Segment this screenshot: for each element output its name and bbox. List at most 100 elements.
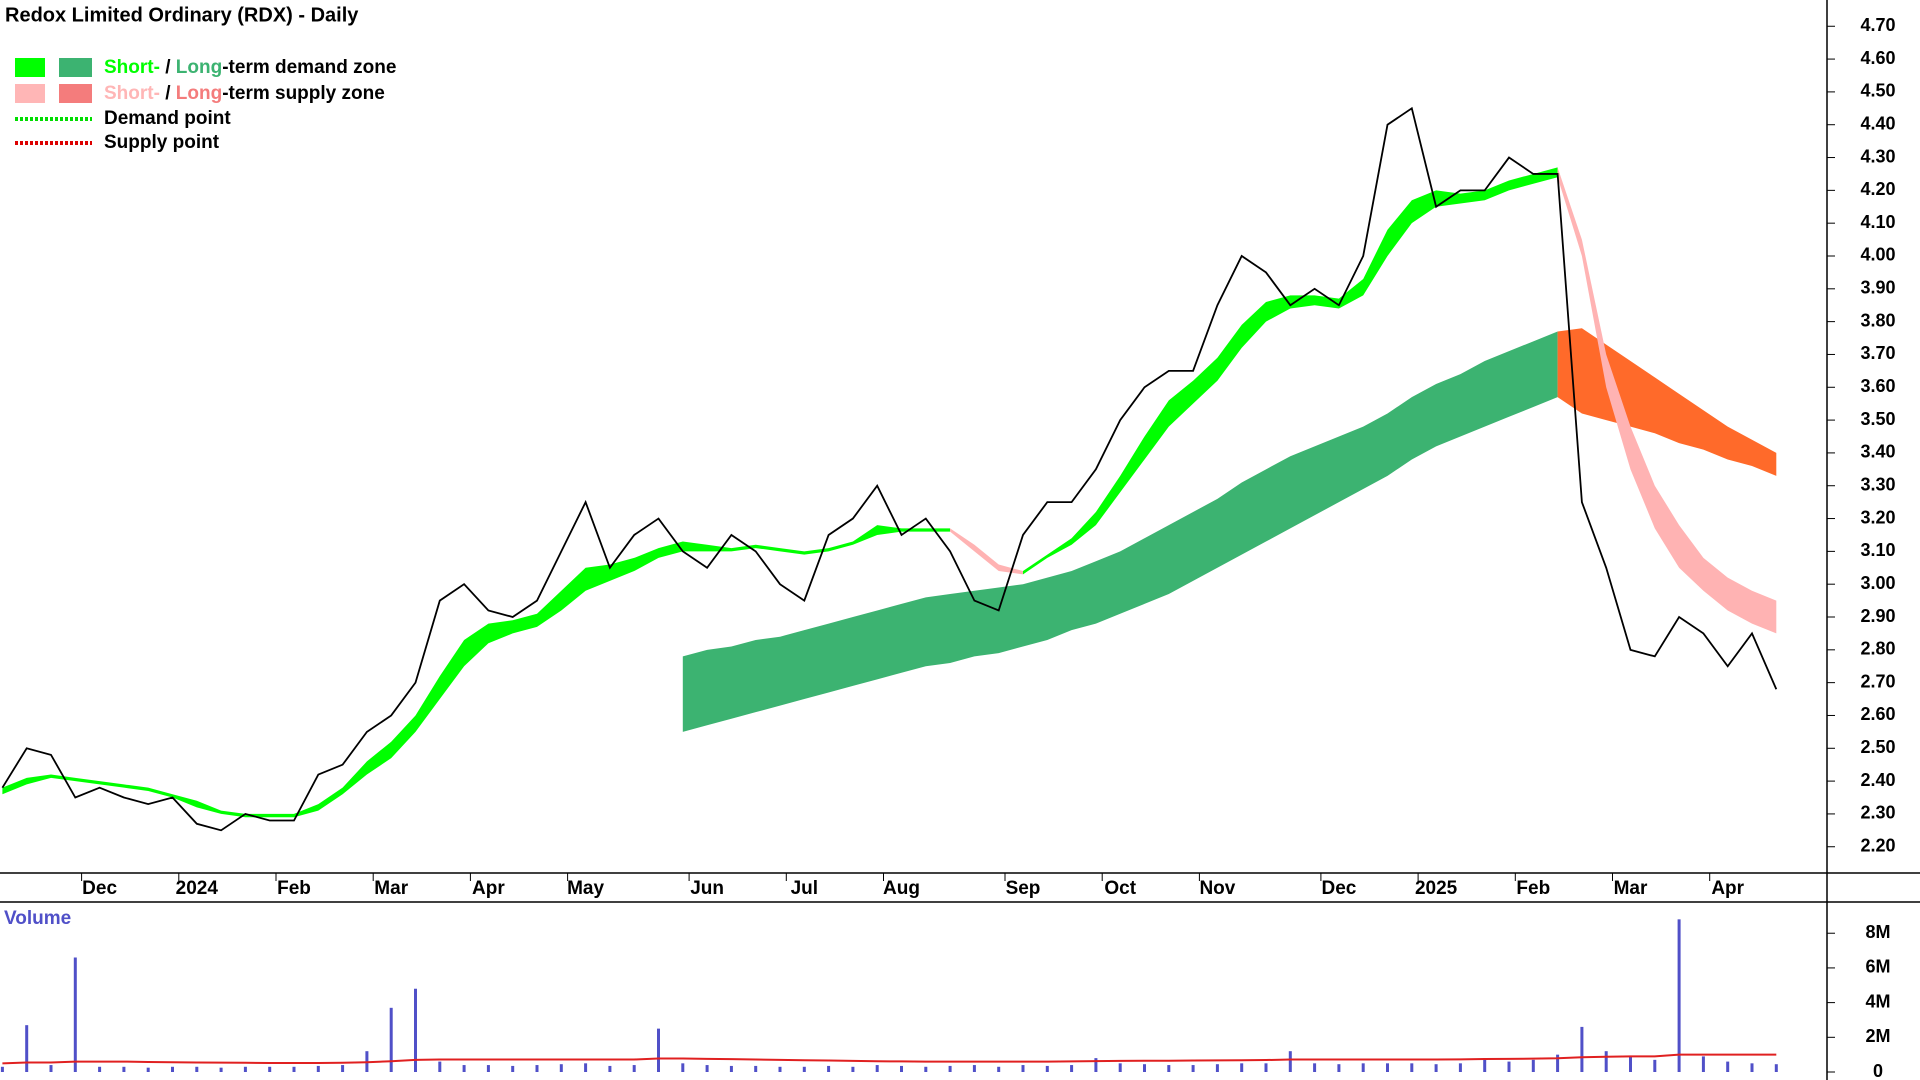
volume-bar [1215, 1064, 1219, 1072]
volume-bar [389, 1007, 393, 1072]
volume-bar [1483, 1058, 1487, 1072]
volume-bar [608, 1065, 612, 1072]
zone-band [950, 528, 1023, 575]
volume-bar [802, 1066, 806, 1072]
y-tick-label: 3.10 [1860, 540, 1895, 560]
volume-bar [1167, 1065, 1171, 1072]
x-tick-label: Jun [690, 878, 724, 899]
volume-bar [1021, 1065, 1025, 1072]
volume-bar [948, 1065, 952, 1072]
legend: Short- / Long-term demand zone Short- / … [15, 57, 396, 153]
price-line [1, 106, 1778, 832]
y-tick-label: 2.50 [1860, 737, 1895, 757]
volume-bar [1094, 1058, 1098, 1072]
volume-bar [729, 1065, 733, 1072]
volume-bar [73, 957, 77, 1072]
x-tick-label: Dec [82, 878, 117, 899]
volume-bar [438, 1061, 442, 1072]
x-tick-label: Mar [1614, 878, 1648, 899]
x-tick-label: Jul [791, 878, 818, 899]
zone-band [682, 331, 1558, 732]
y-tick-label: 3.00 [1860, 573, 1895, 593]
legend-text: -term demand zone [222, 57, 396, 78]
volume-bar [972, 1065, 976, 1072]
volume-bar [511, 1065, 515, 1072]
legend-swatch [15, 84, 45, 103]
volume-bar [462, 1065, 466, 1072]
y-tick-label: 2.80 [1860, 639, 1895, 659]
volume-bar [1386, 1063, 1389, 1072]
x-tick-label: Feb [1516, 878, 1550, 899]
volume-bar [754, 1065, 758, 1072]
legend-sep: / [165, 83, 171, 104]
x-tick-label: May [567, 878, 604, 899]
legend-label: Demand point [104, 108, 231, 129]
y-tick-label: 4.30 [1860, 146, 1895, 166]
volume-bar [559, 1064, 563, 1072]
volume-bar [1313, 1063, 1317, 1072]
y-tick-label: 3.40 [1860, 442, 1895, 462]
legend-swatch [59, 84, 92, 103]
y-tick-label: 4.70 [1860, 15, 1895, 35]
y-tick-label: 2.30 [1860, 803, 1895, 823]
y-tick-label: 3.90 [1860, 278, 1895, 298]
legend-sep: / [165, 57, 171, 78]
volume-bar [1629, 1056, 1632, 1072]
volume-bar [1434, 1064, 1438, 1072]
volume-bar [900, 1065, 903, 1072]
volume-bar [1361, 1063, 1365, 1072]
legend-label: Supply point [104, 132, 220, 153]
volume-bar [1458, 1063, 1462, 1072]
x-tick-label: 2025 [1415, 878, 1458, 899]
volume-bar [1240, 1063, 1244, 1072]
volume-bar [1118, 1063, 1122, 1072]
volume-title: Volume [4, 908, 71, 929]
volume-bar [875, 1065, 879, 1072]
volume-bar [851, 1066, 855, 1072]
chart-title: Redox Limited Ordinary (RDX) - Daily [5, 4, 359, 26]
volume-bar [1556, 1054, 1560, 1072]
zone-band [1557, 328, 1777, 476]
volume-bar [316, 1065, 320, 1072]
volume-bar [146, 1067, 150, 1072]
y-tick-label: 2.70 [1860, 671, 1895, 691]
volume-bar [486, 1065, 490, 1072]
y-tick-label: 4.40 [1860, 113, 1895, 133]
volume-bar [268, 1066, 272, 1072]
volume-bar [1726, 1061, 1730, 1072]
volume-bar [98, 1066, 102, 1072]
y-tick-label: 3.70 [1860, 343, 1895, 363]
volume-tick-label: 6M [1865, 957, 1890, 977]
y-tick-label: 3.20 [1860, 507, 1895, 527]
volume-bar [681, 1063, 685, 1072]
y-tick-label: 3.30 [1860, 474, 1895, 494]
volume-bar [827, 1065, 831, 1072]
x-tick-label: Feb [277, 878, 311, 899]
volume-bar [25, 1025, 29, 1072]
volume-bar [219, 1067, 223, 1072]
legend-label: Short- / Long-term supply zone [104, 83, 385, 104]
volume-bar [1288, 1051, 1292, 1072]
x-tick-label: Dec [1321, 878, 1356, 899]
volume-bar [1264, 1063, 1268, 1072]
volume-tick-label: 4M [1865, 991, 1890, 1011]
volume-tick-label: 8M [1865, 922, 1890, 942]
legend-long: Long [176, 57, 222, 78]
volume-average [2, 1053, 1777, 1065]
volume-bar [778, 1066, 782, 1072]
volume-bar [414, 988, 417, 1072]
y-tick-label: 2.90 [1860, 606, 1895, 626]
legend-long: Long [176, 83, 222, 104]
legend-label: Short- / Long-term demand zone [104, 57, 396, 78]
volume-bar [1653, 1059, 1657, 1072]
x-tick-label: Apr [1711, 878, 1744, 899]
x-tick-label: Sep [1006, 878, 1041, 899]
legend-short: Short- [104, 57, 160, 78]
volume-bar [1677, 919, 1681, 1072]
x-tick-label: Mar [374, 878, 408, 899]
y-tick-label: 4.60 [1860, 48, 1895, 68]
volume-bar [657, 1028, 660, 1072]
